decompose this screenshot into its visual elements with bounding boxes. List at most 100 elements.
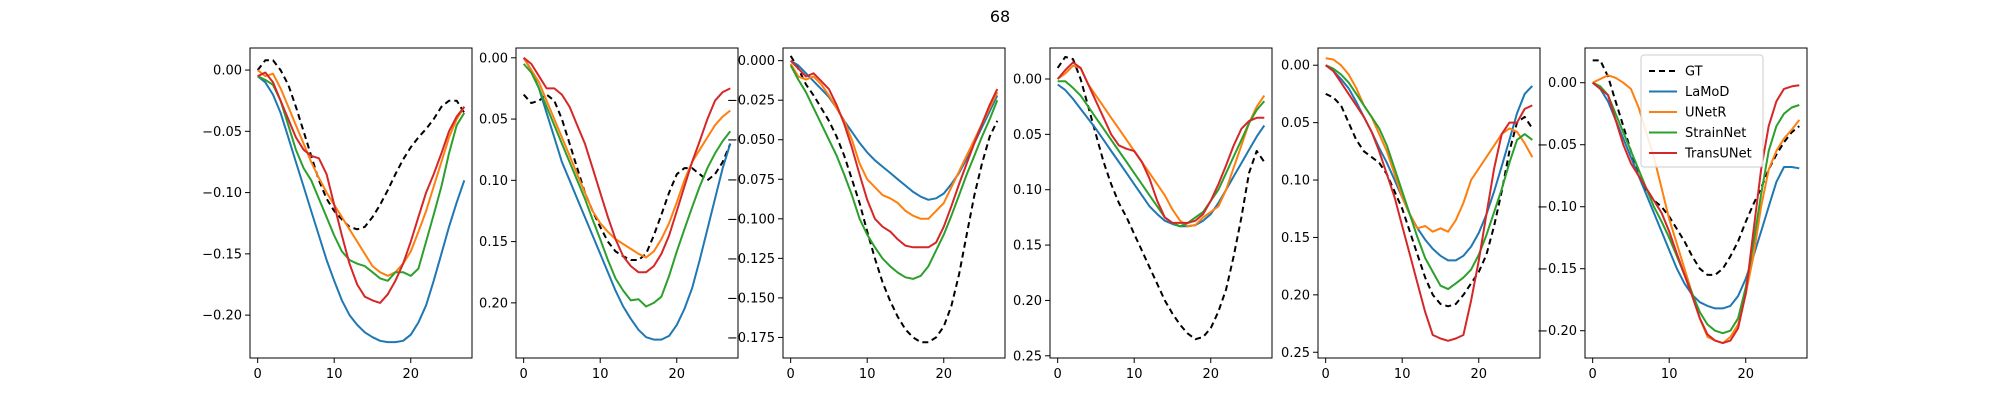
series-line-unetr (1057, 64, 1266, 228)
y-tick-label: −0.20 (202, 309, 242, 324)
y-tick-label: 0.25 (1013, 349, 1042, 364)
x-tick-label: 20 (935, 367, 952, 382)
y-tick-label: 0.000 (738, 54, 775, 69)
x-tick-label: 10 (326, 367, 343, 382)
y-tick-label: −0.05 (1537, 138, 1577, 153)
series-line-strainnet (257, 75, 466, 282)
x-tick-label: 20 (1470, 367, 1487, 382)
x-tick-label: 10 (1661, 367, 1678, 382)
series-line-unetr (522, 57, 731, 259)
y-tick-label: 0.00 (1281, 59, 1310, 74)
series-line-transunet (789, 60, 999, 249)
series-line-gt (1325, 92, 1534, 308)
series-line-transunet (523, 57, 731, 274)
x-tick-label: 20 (402, 367, 419, 382)
subplot-1: 0 10 20 0.00 −0.05 −0.10 −0.15 −0.20 (202, 47, 473, 382)
x-tick-label: 10 (1126, 367, 1143, 382)
x-tick-label: 0 (254, 367, 262, 382)
y-tick-label: 0.00 (1013, 73, 1042, 88)
series-line-gt (1592, 59, 1800, 276)
y-tick-label: −0.150 (727, 291, 775, 306)
y-tick-label: 0.20 (479, 296, 508, 311)
series-line-strainnet (522, 63, 732, 308)
y-tick-label: 0.15 (479, 235, 508, 250)
legend-label-gt: GT (1685, 65, 1703, 80)
series-line-transunet (1056, 61, 1265, 224)
subplot-6: 0 10 20 0.00 −0.05 −0.10 −0.15 −0.20 (1537, 47, 1808, 382)
y-tick-label: 0.10 (479, 174, 508, 189)
plot-frame (1049, 47, 1273, 359)
series-line-strainnet (1592, 81, 1800, 335)
series-line-lamod (522, 57, 732, 341)
plot-frame (1317, 47, 1541, 359)
series-line-gt (522, 93, 732, 261)
series-lines (256, 59, 466, 344)
x-tick-label: 0 (787, 367, 795, 382)
x-tick-label: 20 (1202, 367, 1219, 382)
y-tick-label: −0.10 (1537, 200, 1577, 215)
subplot-4: 0 10 20 0.00 0.05 0.10 0.15 0.20 0.25 (1013, 47, 1273, 382)
y-tick-label: −0.10 (202, 186, 242, 201)
legend-label-lamod: LaMoD (1685, 85, 1729, 100)
subplot-2: 0 10 20 0.00 0.05 0.10 0.15 0.20 (479, 47, 739, 382)
series-line-strainnet (1325, 64, 1533, 291)
y-tick-label: 0.00 (213, 64, 242, 79)
series-lines (1325, 57, 1534, 342)
legend-label-transunet: TransUNet (1684, 147, 1752, 162)
series-line-lamod (257, 75, 466, 344)
series-line-gt (789, 55, 999, 344)
x-tick-label: 20 (668, 367, 685, 382)
plot-frame (1584, 47, 1808, 359)
series-line-transunet (1592, 81, 1800, 345)
y-tick-label: −0.05 (202, 125, 242, 140)
subplot-5: 0 10 20 0.00 0.05 0.10 0.15 0.20 0.25 (1281, 47, 1541, 382)
series-lines (522, 57, 732, 341)
legend: GT LaMoD UNetR StrainNet TransUNet (1640, 54, 1764, 168)
y-tick-label: 0.10 (1013, 183, 1042, 198)
series-lines (789, 55, 999, 344)
x-tick-label: 10 (592, 367, 609, 382)
x-tick-label: 0 (1054, 367, 1062, 382)
y-tick-label: 0.10 (1281, 174, 1310, 189)
series-line-transunet (1325, 64, 1533, 342)
figure-title: 68 (990, 7, 1010, 26)
legend-label-strainnet: StrainNet (1685, 126, 1746, 141)
x-tick-label: 10 (859, 367, 876, 382)
series-line-unetr (257, 69, 466, 277)
y-tick-label: −0.15 (1537, 262, 1577, 277)
series-lines (1056, 55, 1266, 341)
series-line-gt (256, 59, 466, 231)
y-tick-label: 0.20 (1281, 288, 1310, 303)
x-tick-label: 0 (520, 367, 528, 382)
series-line-unetr (1325, 57, 1534, 233)
y-tick-label: 0.20 (1013, 294, 1042, 309)
y-tick-label: 0.00 (1548, 76, 1577, 91)
series-line-lamod (1057, 83, 1266, 228)
legend-label-unetr: UNetR (1685, 106, 1726, 121)
x-tick-label: 0 (1589, 367, 1597, 382)
plot-frame (782, 47, 1006, 359)
series-line-strainnet (1057, 80, 1266, 228)
y-tick-label: −0.175 (727, 331, 775, 346)
series-line-transunet (257, 71, 466, 304)
y-tick-label: 0.00 (479, 51, 508, 66)
series-lines (1592, 59, 1801, 345)
y-tick-label: −0.100 (727, 212, 775, 227)
y-tick-label: 0.15 (1281, 231, 1310, 246)
y-tick-label: −0.125 (727, 252, 775, 267)
y-tick-label: −0.025 (727, 94, 775, 109)
y-tick-label: 0.25 (1281, 346, 1310, 361)
panels: 0 10 20 0.00 −0.05 −0.10 −0.15 −0.20 0 10 20 0.00 0.… (202, 47, 1808, 382)
x-tick-label: 20 (1737, 367, 1754, 382)
series-line-strainnet (789, 64, 999, 280)
plot-frame (249, 47, 473, 359)
series-line-gt (1056, 55, 1266, 341)
y-tick-label: 0.05 (1013, 128, 1042, 143)
legend-box (1640, 54, 1764, 168)
y-tick-label: 0.05 (479, 113, 508, 128)
y-tick-label: 0.15 (1013, 239, 1042, 254)
y-tick-label: −0.075 (727, 173, 775, 188)
series-line-lamod (1592, 81, 1800, 310)
subplot-3: 0 10 20 0.000 −0.025 −0.050 −0.075 −0.100 −0.125… (727, 47, 1006, 382)
